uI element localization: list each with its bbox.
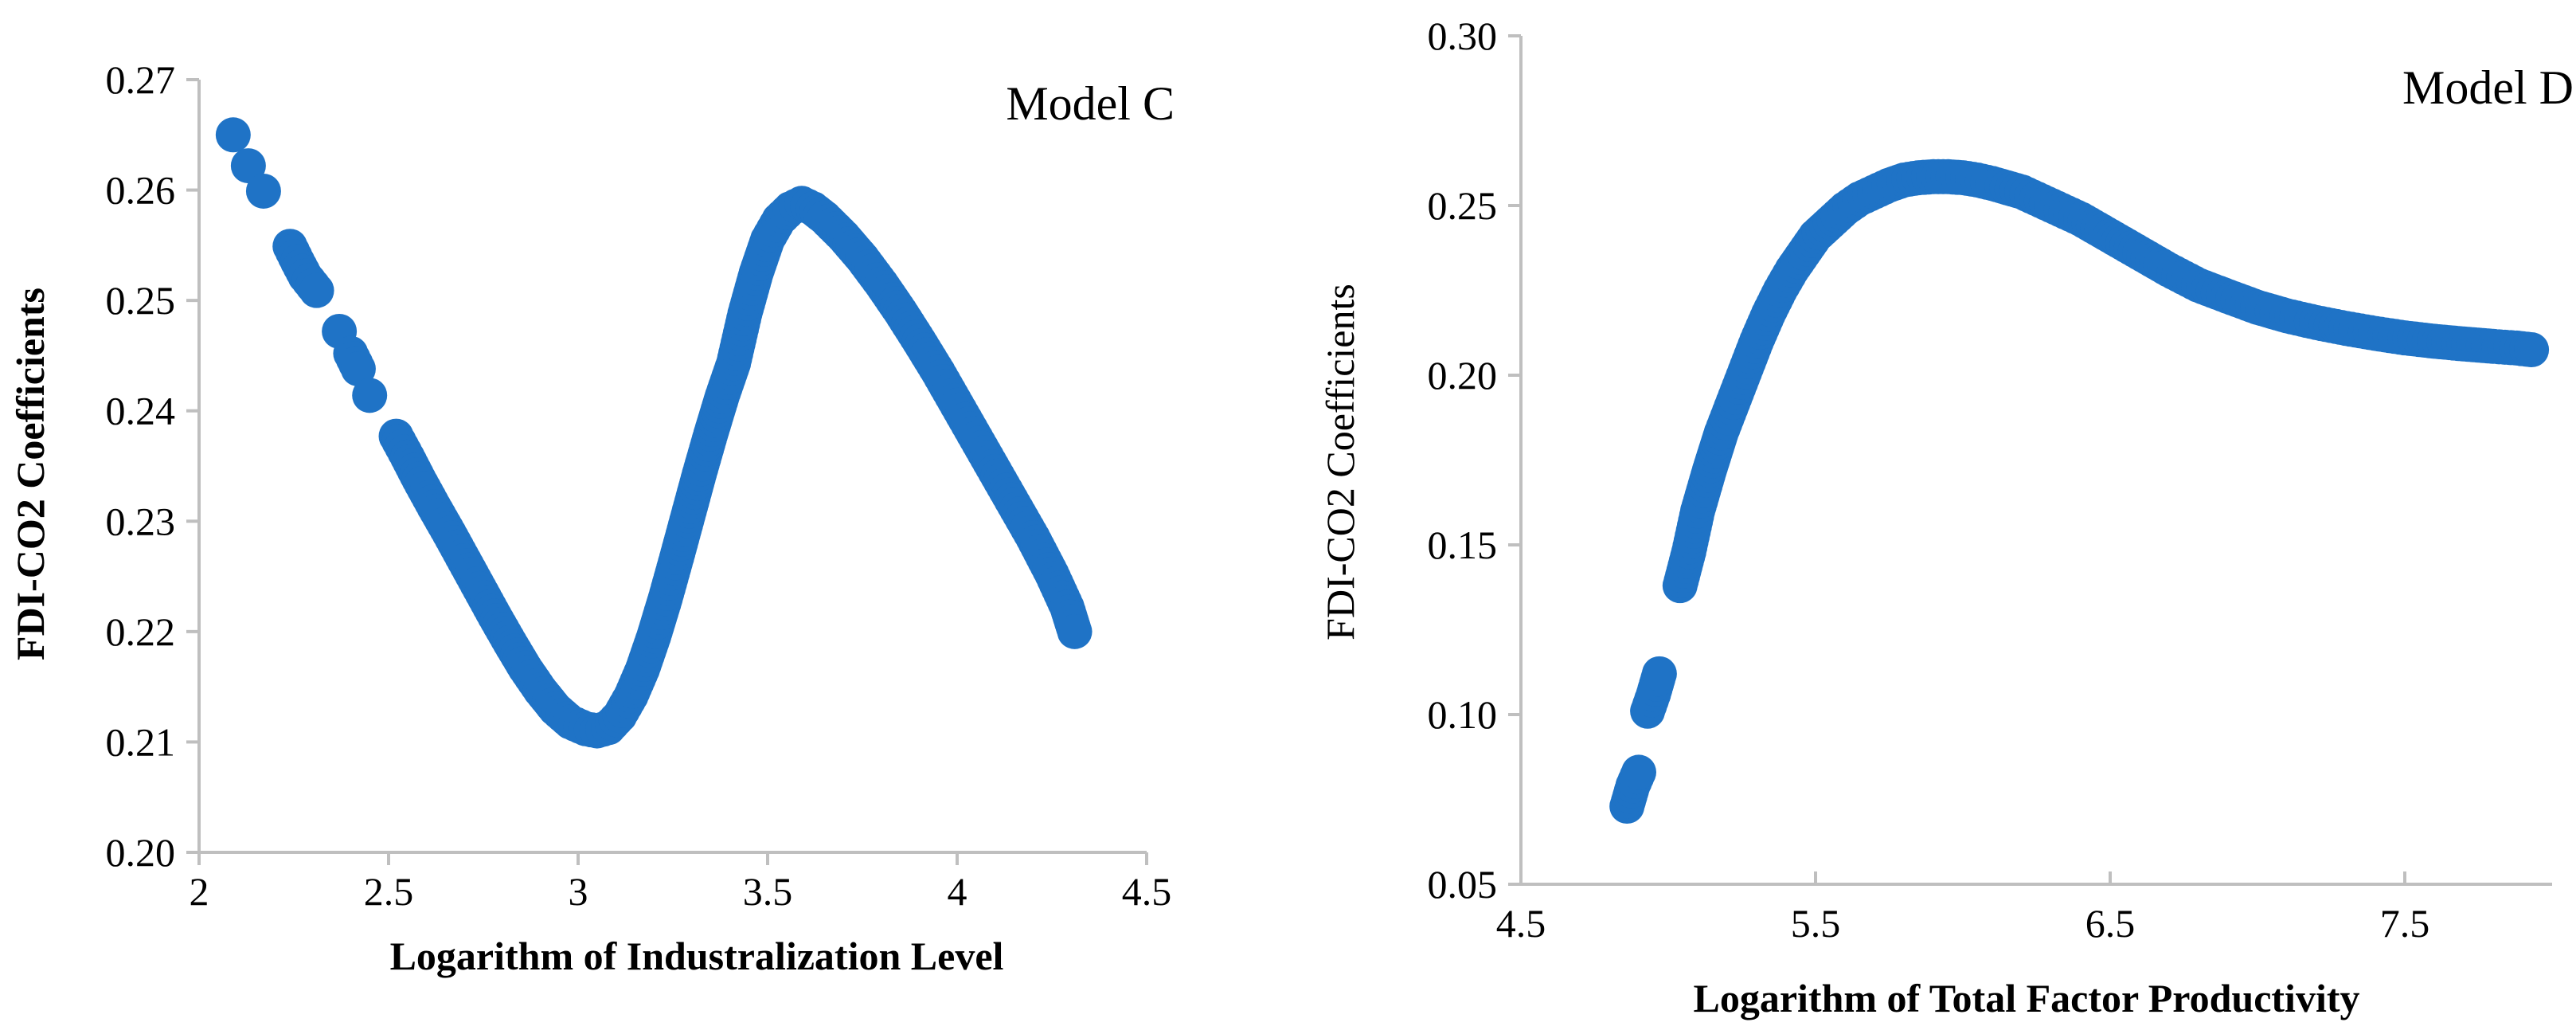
series-model-c xyxy=(215,117,1093,749)
axes-model-d xyxy=(1519,36,2552,886)
x-tick-label: 4 xyxy=(948,869,967,914)
data-point xyxy=(1621,754,1656,790)
model-label-d: Model D xyxy=(2402,61,2574,114)
x-ticks-model-d: 4.5 5.5 6.5 7.5 xyxy=(1496,871,2430,946)
y-ticks-model-c: 0.20 0.21 0.22 0.23 0.24 0.25 0.26 0.27 xyxy=(106,57,199,875)
y-tick-label: 0.20 xyxy=(106,830,176,875)
data-point xyxy=(245,173,281,209)
y-tick-label: 0.15 xyxy=(1428,523,1498,567)
x-tick-label: 2 xyxy=(190,869,209,914)
x-tick-label: 4.5 xyxy=(1496,901,1546,946)
data-point xyxy=(1057,613,1093,649)
x-tick-label: 4.5 xyxy=(1122,869,1172,914)
y-axis-title-d: FDI-CO2 Coefficients xyxy=(1318,284,1362,640)
y-tick-label: 0.22 xyxy=(106,609,176,654)
x-tick-label: 6.5 xyxy=(2085,901,2136,946)
x-axis-title-d: Logarithm of Total Factor Productivity xyxy=(1694,976,2360,1020)
x-tick-label: 3.5 xyxy=(743,869,793,914)
y-tick-label: 0.21 xyxy=(106,719,176,764)
y-tick-label: 0.23 xyxy=(106,499,176,543)
panel-model-c: 0.20 0.21 0.22 0.23 0.24 0.25 0.26 0.27 2 2.5 3 3.… xyxy=(8,57,1175,978)
data-point xyxy=(230,148,266,184)
y-tick-label: 0.24 xyxy=(106,389,176,433)
data-point xyxy=(2514,332,2550,368)
series-model-d xyxy=(1609,159,2550,824)
data-point xyxy=(352,378,388,413)
y-tick-label: 0.25 xyxy=(106,278,176,323)
axes-model-c xyxy=(197,80,1147,854)
x-tick-label: 3 xyxy=(569,869,588,914)
data-point xyxy=(299,272,334,308)
y-ticks-model-d: 0.05 0.10 0.15 0.20 0.25 0.30 xyxy=(1428,14,1521,907)
y-tick-label: 0.20 xyxy=(1428,353,1498,398)
y-tick-label: 0.10 xyxy=(1428,692,1498,737)
y-axis-title-c: FDI-CO2 Coefficients xyxy=(8,288,53,660)
x-tick-label: 2.5 xyxy=(364,869,414,914)
y-tick-label: 0.27 xyxy=(106,57,176,102)
x-axis-title-c: Logarithm of Industralization Level xyxy=(390,934,1004,978)
data-point xyxy=(215,117,251,153)
x-ticks-model-c: 2 2.5 3 3.5 4 4.5 xyxy=(190,852,1172,914)
data-point xyxy=(1641,656,1677,691)
y-tick-label: 0.25 xyxy=(1428,183,1498,228)
panel-model-d: 0.05 0.10 0.15 0.20 0.25 0.30 4.5 5.5 6.5 7.5 Mo… xyxy=(1318,14,2574,1020)
x-tick-label: 7.5 xyxy=(2380,901,2430,946)
y-tick-label: 0.26 xyxy=(106,168,176,213)
y-tick-label: 0.05 xyxy=(1428,862,1498,907)
x-tick-label: 5.5 xyxy=(1791,901,1841,946)
data-point xyxy=(340,351,376,387)
y-tick-label: 0.30 xyxy=(1428,14,1498,58)
model-label-c: Model C xyxy=(1006,77,1175,130)
